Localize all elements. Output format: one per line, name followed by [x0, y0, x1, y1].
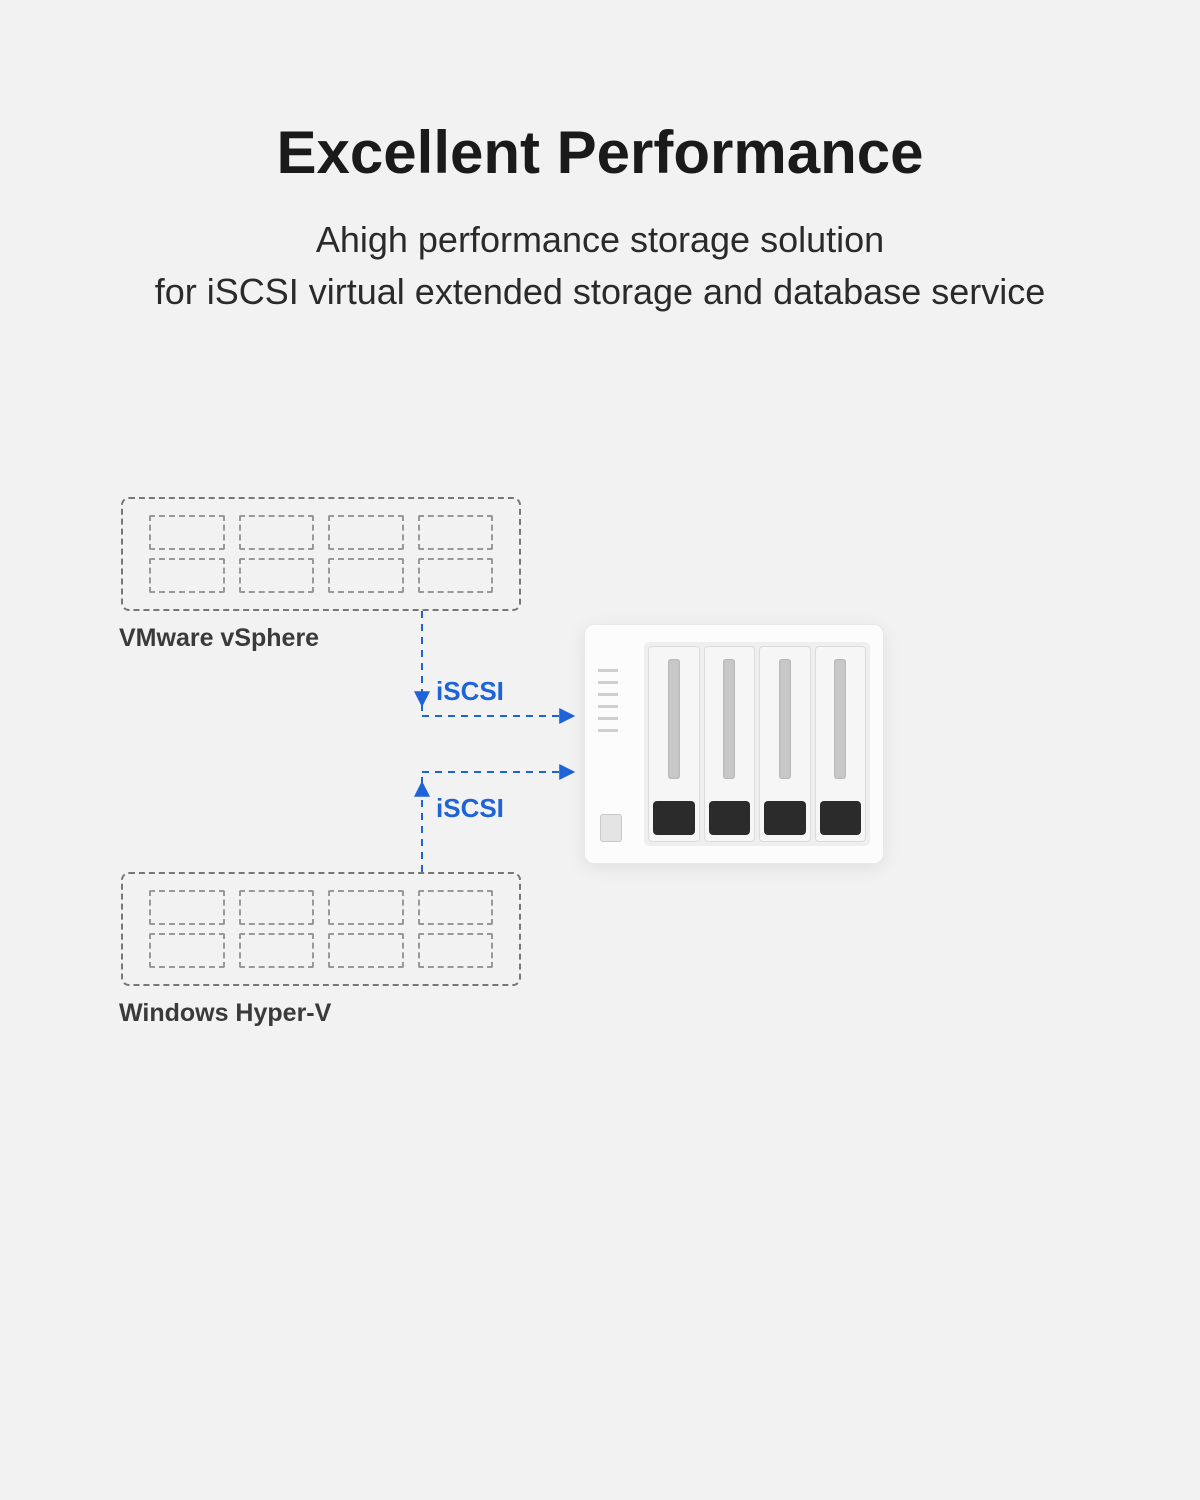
- server-slot: [239, 558, 315, 593]
- nas-power-button: [600, 814, 622, 842]
- server-slot: [418, 558, 494, 593]
- server-slot: [418, 515, 494, 550]
- hyperv-label: Windows Hyper-V: [119, 999, 331, 1028]
- nas-led: [598, 705, 618, 708]
- nas-led: [598, 681, 618, 684]
- server-slot: [328, 933, 404, 968]
- iscsi-label-top: iSCSI: [436, 676, 504, 707]
- nas-bay: [759, 646, 811, 842]
- nas-bay: [704, 646, 756, 842]
- nas-led: [598, 693, 618, 696]
- subtitle-line-2: for iSCSI virtual extended storage and d…: [155, 271, 1046, 312]
- server-slot: [328, 515, 404, 550]
- nas-led: [598, 717, 618, 720]
- hyperv-server-slots: [149, 890, 493, 968]
- server-slot: [328, 558, 404, 593]
- server-slot: [239, 515, 315, 550]
- nas-bays: [644, 642, 870, 846]
- page-title: Excellent Performance: [0, 118, 1200, 187]
- server-slot: [149, 890, 225, 925]
- server-slot: [149, 933, 225, 968]
- server-slot: [239, 933, 315, 968]
- page-subtitle: Ahigh performance storage solution for i…: [0, 214, 1200, 318]
- subtitle-line-1: Ahigh performance storage solution: [316, 219, 884, 260]
- server-slot: [418, 890, 494, 925]
- nas-bay: [815, 646, 867, 842]
- server-slot: [239, 890, 315, 925]
- nas-device: [584, 624, 884, 864]
- vmware-server-slots: [149, 515, 493, 593]
- server-slot: [418, 933, 494, 968]
- nas-side-panel: [598, 660, 634, 828]
- server-slot: [149, 558, 225, 593]
- server-slot: [328, 890, 404, 925]
- iscsi-label-bottom: iSCSI: [436, 793, 504, 824]
- nas-led: [598, 669, 618, 672]
- nas-led: [598, 729, 618, 732]
- nas-bay: [648, 646, 700, 842]
- server-slot: [149, 515, 225, 550]
- vmware-label: VMware vSphere: [119, 624, 319, 653]
